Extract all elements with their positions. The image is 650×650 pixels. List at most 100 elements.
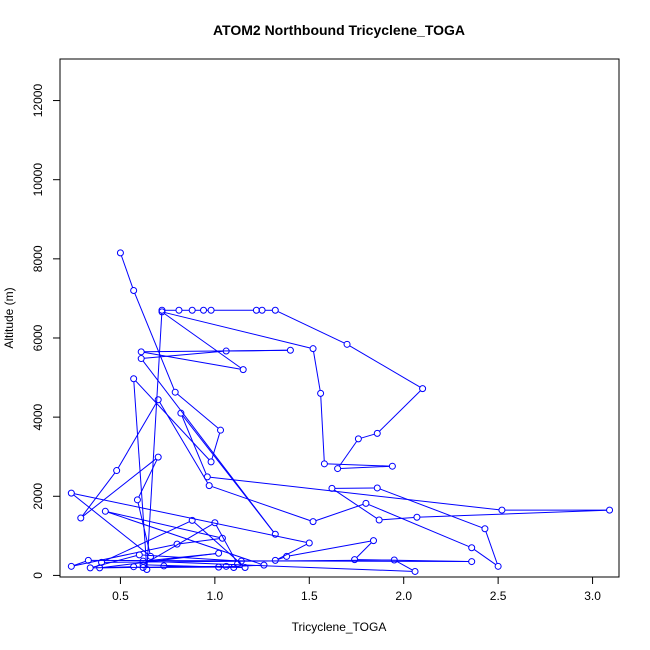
series-line-segment (133, 381, 148, 567)
y-axis-label: Altitude (m) (2, 287, 16, 348)
data-point (67, 489, 75, 497)
data-point (241, 564, 249, 572)
data-point (271, 530, 279, 538)
y-axis: 0 2000 4000 6000 8000 10000 12000 (31, 84, 60, 579)
x-tick-label: 1.0 (207, 589, 224, 603)
data-point (305, 539, 313, 547)
series-line-segment (104, 521, 190, 562)
data-point (309, 518, 317, 526)
data-point (230, 564, 238, 572)
series-line-segment (340, 465, 390, 469)
series-line-segment (338, 441, 358, 467)
data-point (362, 499, 370, 507)
data-point (286, 346, 294, 354)
data-point (158, 308, 166, 316)
data-point (137, 348, 145, 356)
x-tick-label: 1.5 (301, 589, 318, 603)
data-point (207, 458, 215, 466)
data-point (135, 551, 143, 559)
data-point (137, 355, 145, 363)
data-point (494, 562, 502, 570)
data-point (217, 426, 225, 434)
data-point (200, 306, 208, 314)
data-point (130, 286, 138, 294)
data-point (67, 562, 75, 570)
series-line-segment (277, 311, 345, 344)
x-tick-label: 3.0 (584, 589, 601, 603)
series-line-segment (485, 531, 498, 564)
series-line-segment (134, 293, 175, 390)
data-point (86, 564, 94, 572)
data-point (205, 482, 213, 490)
data-point (258, 306, 266, 314)
x-tick-label: 0.5 (112, 589, 129, 603)
series-line-segment (181, 415, 207, 475)
data-point (222, 562, 230, 570)
data-point (320, 460, 328, 468)
data-point (101, 507, 109, 515)
series-line-segment (145, 523, 213, 564)
data-point (203, 473, 211, 481)
series-line-segment (368, 504, 470, 548)
series-line-segment (277, 556, 284, 560)
data-point (154, 453, 162, 461)
x-axis-label: Tricyclene_TOGA (292, 620, 387, 634)
x-tick-label: 2.0 (395, 589, 412, 603)
series-line-segment (102, 565, 224, 569)
series-line-segment (315, 503, 364, 522)
data-point (188, 306, 196, 314)
data-point (419, 385, 427, 393)
series-line-segment (144, 350, 224, 359)
series-line-segment (211, 486, 311, 522)
series-line-segment (396, 560, 413, 571)
series-line-segment (182, 415, 274, 533)
data-point (481, 525, 489, 533)
series-line-segment (361, 433, 375, 439)
data-point (606, 506, 614, 514)
data-point (390, 556, 398, 564)
series-line-segment (419, 509, 607, 518)
data-point (215, 549, 223, 557)
data-point (351, 556, 359, 564)
y-tick-label: 8000 (31, 245, 45, 272)
series-line-segment (108, 511, 262, 565)
series-line-segment (102, 553, 216, 569)
y-tick-label: 0 (31, 572, 45, 579)
data-point (373, 484, 381, 492)
data-point (113, 467, 121, 475)
data-point (271, 306, 279, 314)
series-line-segment (137, 502, 151, 554)
series-line-segment (138, 459, 158, 498)
series-line-segment (82, 472, 116, 516)
data-point (375, 516, 383, 524)
y-tick-label: 12000 (31, 84, 45, 118)
data-point (143, 565, 151, 573)
y-tick-label: 6000 (31, 324, 45, 351)
data-point (215, 563, 223, 571)
series-group (67, 249, 614, 575)
data-point (334, 465, 342, 473)
data-point (160, 562, 168, 570)
series-line-segment (349, 345, 421, 388)
series-line-segment (135, 380, 210, 460)
series-line-segment (334, 489, 377, 519)
data-point (411, 567, 419, 575)
series-line-segment (382, 516, 414, 521)
data-point (139, 561, 147, 569)
data-point (222, 347, 230, 355)
data-point (328, 484, 336, 492)
series-line-segment (146, 560, 413, 572)
data-point (130, 563, 138, 571)
chart-title: ATOM2 Northbound Tricyclene_TOGA (213, 22, 465, 38)
data-point (188, 516, 196, 524)
data-point (77, 514, 85, 522)
data-point (309, 345, 317, 353)
y-tick-label: 4000 (31, 403, 45, 430)
series-line-segment (73, 560, 86, 566)
data-point (218, 534, 226, 542)
series-line-segment (210, 476, 499, 511)
data-point (260, 561, 268, 569)
series-line-segment (289, 540, 371, 557)
series-line-segment (277, 543, 307, 560)
series-line-segment (164, 313, 242, 369)
